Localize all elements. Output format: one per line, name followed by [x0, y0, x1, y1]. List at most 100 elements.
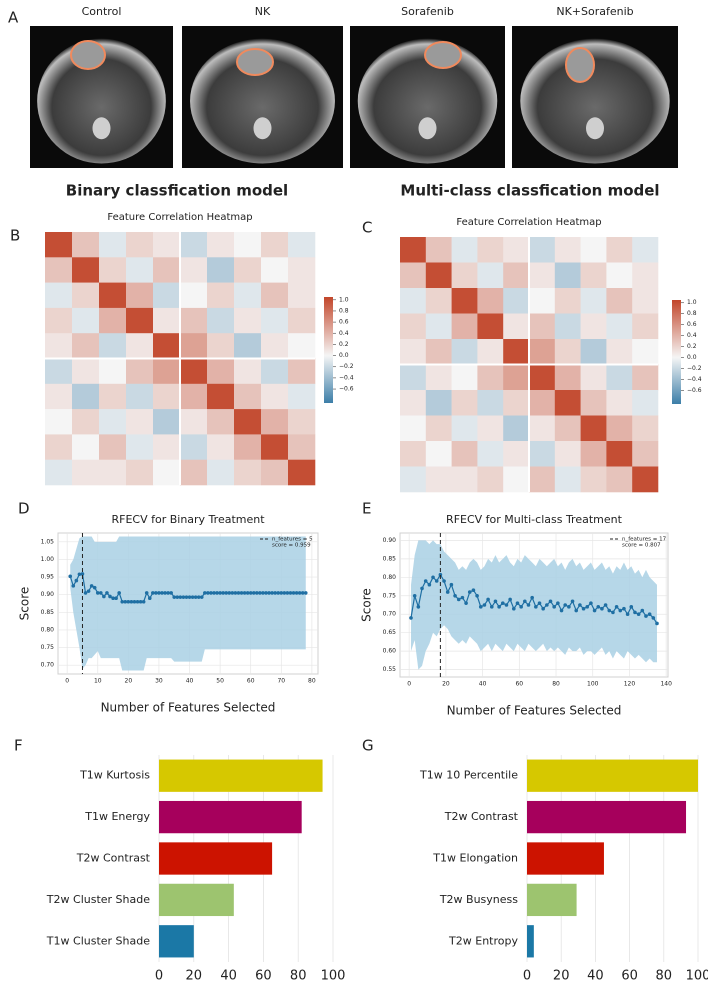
bar	[527, 800, 687, 834]
score-point	[559, 608, 564, 613]
heatmap-cell	[503, 339, 530, 365]
heatmap-cell	[400, 441, 427, 467]
score-point	[123, 599, 128, 604]
x-tick-label: 80	[308, 678, 316, 685]
heatmap-cell	[580, 364, 607, 391]
colorbar-tick-label: 0.8	[339, 307, 349, 314]
score-point	[291, 591, 296, 595]
category-label: T2w Entropy	[448, 934, 518, 947]
score-band	[70, 536, 306, 671]
score-point	[111, 596, 115, 601]
heatmap-cell	[606, 313, 633, 340]
score-point	[212, 591, 216, 595]
score-point	[647, 612, 652, 617]
heatmap-cell	[153, 257, 181, 283]
heatmap-cell	[207, 333, 235, 359]
score-point	[108, 594, 112, 599]
heatmap-cell	[207, 257, 235, 283]
bar	[159, 883, 234, 917]
heatmap-cell	[529, 288, 556, 314]
heatmap-cell	[126, 383, 154, 410]
score-point	[618, 608, 623, 613]
heatmap-cell	[477, 339, 504, 365]
score-point	[86, 589, 91, 593]
score-point	[633, 610, 637, 615]
category-label: T1w Elongation	[432, 852, 518, 865]
y-tick-label: 0.90	[41, 591, 55, 598]
heatmap-cell	[606, 339, 633, 365]
heatmap-cell	[180, 282, 208, 309]
mri-label: Control	[82, 5, 122, 18]
heatmap-cell	[288, 459, 316, 486]
score-point	[193, 595, 198, 599]
heatmap-cell	[503, 313, 530, 340]
score-point	[416, 605, 421, 609]
heatmap-cell	[207, 358, 235, 385]
heatmap-cell	[72, 383, 100, 410]
score-point	[206, 591, 210, 595]
score-point	[141, 599, 146, 604]
section-heading: Multi-class classfication model	[400, 182, 659, 200]
score-point	[537, 601, 542, 605]
heatmap-cell	[400, 288, 427, 314]
heatmap-title: Feature Correlation Heatmap	[456, 217, 601, 228]
heatmap-cell	[606, 390, 633, 416]
mri-body	[520, 38, 670, 164]
heatmap-cell	[606, 288, 633, 314]
category-label: T2w Contrast	[444, 810, 519, 823]
category-label: T1w Energy	[84, 810, 150, 823]
heatmap-cell	[180, 307, 208, 334]
colorbar-tick-label: 0.2	[339, 341, 349, 348]
heatmap-cell	[45, 257, 73, 283]
heatmap-cell	[153, 434, 181, 460]
score-point	[438, 572, 443, 577]
x-tick-label: 40	[479, 681, 487, 688]
heatmap-cell	[606, 262, 633, 289]
heatmap-cell	[477, 288, 504, 314]
x-tick-label: 0	[523, 969, 531, 984]
x-tick-label: 80	[552, 681, 560, 688]
score-point	[570, 599, 575, 604]
mri-body	[357, 38, 498, 164]
heatmap-cell	[99, 459, 127, 486]
score-point	[117, 591, 121, 595]
heatmap-cell	[632, 288, 659, 314]
score-point	[460, 595, 465, 600]
mri-body	[190, 38, 335, 164]
heatmap-cell	[503, 364, 530, 391]
score-point	[251, 591, 256, 595]
score-point	[534, 605, 538, 609]
heatmap-cell	[207, 383, 235, 410]
score-point	[644, 614, 648, 618]
heatmap-cell	[234, 257, 262, 283]
heatmap-cell	[288, 409, 316, 435]
heatmap-cell	[529, 415, 556, 442]
score-point	[427, 582, 432, 587]
heatmap-cell	[580, 288, 607, 314]
score-point	[412, 593, 417, 598]
heatmap-cell	[400, 390, 427, 416]
heatmap-cell	[554, 288, 581, 314]
category-label: T1w 10 Percentile	[419, 769, 518, 782]
colorbar-tick-label: −0.2	[687, 365, 702, 372]
score-point	[482, 603, 487, 607]
heatmap-cell	[451, 466, 478, 493]
mri-spine	[586, 117, 604, 140]
heatmap-cell	[126, 459, 154, 486]
bar	[159, 800, 302, 834]
heatmap-cell	[126, 282, 154, 309]
x-tick-label: 0	[65, 678, 69, 685]
heatmap-cell	[180, 459, 208, 486]
heatmap-cell	[529, 466, 556, 493]
score-point	[541, 606, 545, 611]
heatmap-cell	[234, 358, 262, 385]
colorbar-tick-label: 0.2	[687, 343, 697, 350]
score-point	[478, 605, 483, 609]
x-tick-label: 60	[621, 969, 638, 984]
x-tick-label: 0	[407, 681, 411, 688]
heatmap-cell	[554, 390, 581, 416]
heatmap-cell	[400, 237, 427, 263]
score-point	[276, 591, 281, 595]
tumor-contour	[236, 48, 274, 76]
